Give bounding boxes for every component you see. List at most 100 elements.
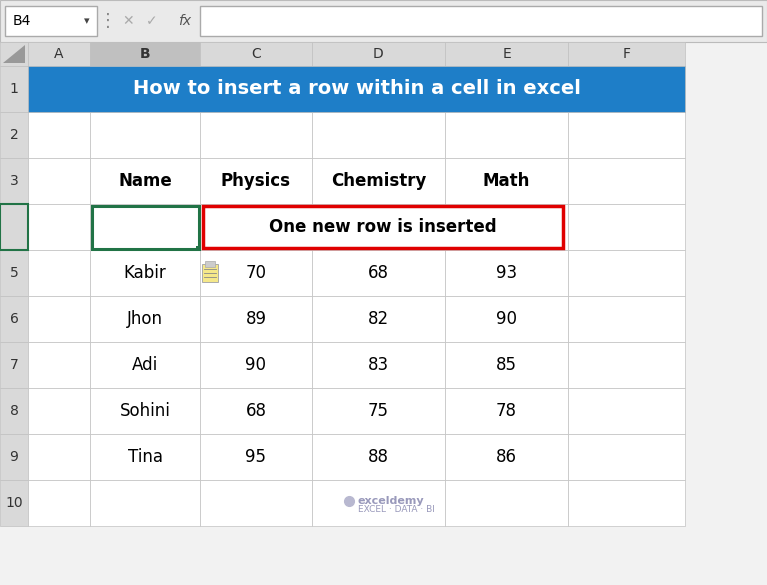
Text: 8: 8 — [9, 404, 18, 418]
Bar — [0, 342, 28, 388]
Bar — [445, 434, 568, 480]
Bar — [0, 250, 28, 296]
Bar — [90, 480, 200, 526]
Bar — [28, 66, 685, 112]
Bar — [445, 158, 568, 204]
Text: ✕: ✕ — [122, 14, 133, 28]
Bar — [568, 204, 685, 250]
Bar — [5, 6, 97, 36]
Bar — [91, 205, 199, 249]
Bar — [0, 388, 28, 434]
Text: 70: 70 — [245, 264, 266, 282]
Bar — [312, 66, 445, 112]
Bar — [200, 480, 312, 526]
Text: Sohini: Sohini — [120, 402, 170, 420]
Text: 3: 3 — [10, 174, 18, 188]
Text: fx: fx — [178, 14, 191, 28]
Bar — [28, 296, 90, 342]
Bar — [90, 204, 200, 250]
Bar — [200, 42, 312, 66]
Text: EXCEL · DATA · BI: EXCEL · DATA · BI — [357, 505, 434, 514]
Bar — [312, 42, 445, 66]
Bar — [200, 434, 312, 480]
Bar — [200, 250, 312, 296]
Bar — [28, 480, 90, 526]
Bar — [568, 42, 685, 66]
Text: 6: 6 — [9, 312, 18, 326]
Bar — [200, 6, 762, 36]
Bar — [200, 66, 312, 112]
Bar — [312, 204, 445, 250]
Text: 2: 2 — [10, 128, 18, 142]
Bar — [200, 388, 312, 434]
Bar — [90, 66, 200, 112]
Bar — [205, 261, 215, 267]
Bar — [90, 112, 200, 158]
Bar — [0, 296, 28, 342]
Bar — [90, 342, 200, 388]
Bar — [200, 112, 312, 158]
Bar — [568, 296, 685, 342]
Bar — [312, 480, 445, 526]
Text: Physics: Physics — [221, 172, 291, 190]
Text: D: D — [373, 47, 384, 61]
Bar — [28, 158, 90, 204]
Text: Tina: Tina — [127, 448, 163, 466]
Bar — [90, 42, 200, 66]
Bar — [312, 296, 445, 342]
Bar — [28, 204, 90, 250]
Text: ✓: ✓ — [146, 14, 158, 28]
Bar — [312, 342, 445, 388]
Bar — [445, 342, 568, 388]
Text: 90: 90 — [496, 310, 517, 328]
Bar — [90, 434, 200, 480]
Text: ▾: ▾ — [84, 16, 90, 26]
Bar — [568, 388, 685, 434]
Text: B4: B4 — [13, 14, 31, 28]
Bar — [203, 206, 563, 248]
Text: Math: Math — [482, 172, 530, 190]
Bar — [445, 42, 568, 66]
Polygon shape — [3, 45, 25, 63]
Bar — [0, 158, 28, 204]
Bar — [568, 158, 685, 204]
Bar — [445, 204, 568, 250]
Bar — [28, 42, 90, 66]
Text: 9: 9 — [9, 450, 18, 464]
Bar — [312, 388, 445, 434]
Bar — [445, 112, 568, 158]
Text: 82: 82 — [368, 310, 389, 328]
Bar — [312, 250, 445, 296]
Text: 95: 95 — [245, 448, 266, 466]
Text: E: E — [502, 47, 511, 61]
Bar — [28, 434, 90, 480]
Bar — [90, 296, 200, 342]
Bar — [568, 250, 685, 296]
Text: Adi: Adi — [132, 356, 158, 374]
Bar — [568, 480, 685, 526]
Bar — [200, 158, 312, 204]
Bar — [445, 480, 568, 526]
Bar — [312, 112, 445, 158]
Text: 90: 90 — [245, 356, 266, 374]
Text: B: B — [140, 47, 150, 61]
Bar — [0, 204, 28, 250]
Bar — [568, 434, 685, 480]
Text: 4: 4 — [10, 220, 18, 234]
Text: 85: 85 — [496, 356, 517, 374]
Bar — [200, 296, 312, 342]
Bar — [202, 264, 218, 282]
Text: C: C — [251, 47, 261, 61]
Text: One new row is inserted: One new row is inserted — [269, 218, 497, 236]
Bar — [200, 342, 312, 388]
Text: Chemistry: Chemistry — [331, 172, 426, 190]
Text: F: F — [623, 47, 630, 61]
Text: exceldemy: exceldemy — [357, 496, 424, 506]
Bar — [568, 66, 685, 112]
Text: 10: 10 — [5, 496, 23, 510]
Bar — [445, 296, 568, 342]
Bar — [312, 434, 445, 480]
Bar — [28, 112, 90, 158]
Bar — [568, 112, 685, 158]
Text: 93: 93 — [496, 264, 517, 282]
